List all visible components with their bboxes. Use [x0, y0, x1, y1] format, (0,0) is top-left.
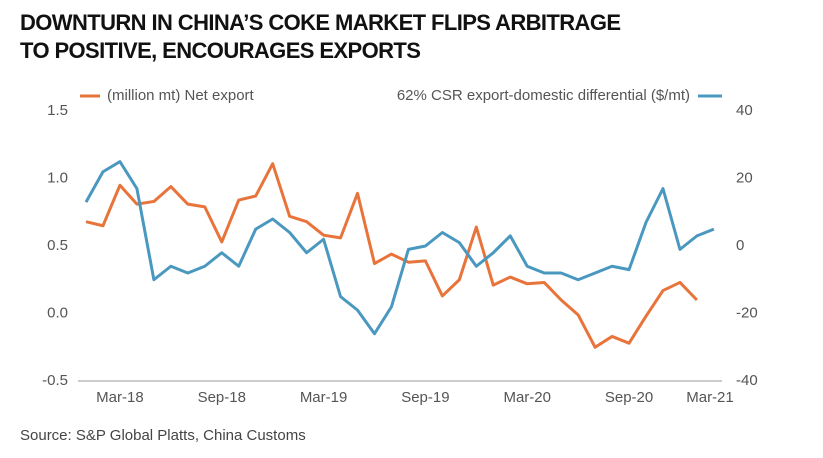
- chart-title: DOWNTURN IN CHINA’S COKE MARKET FLIPS AR…: [20, 10, 620, 35]
- y2-tick-label: -40: [736, 372, 758, 389]
- y-tick-label: 1.0: [47, 169, 68, 186]
- series-line: [84, 160, 715, 336]
- chart-title: TO POSITIVE, ENCOURAGES EXPORTS: [20, 38, 420, 63]
- legend-label: 62% CSR export-domestic differential ($/…: [397, 87, 690, 104]
- y2-tick-label: 40: [736, 102, 753, 119]
- y-tick-label: -0.5: [42, 372, 68, 389]
- y2-tick-label: -20: [736, 304, 758, 321]
- x-tick-label: Sep-20: [605, 389, 653, 406]
- x-tick-label: Mar-21: [686, 389, 734, 406]
- source: Source: S&P Global Platts, China Customs: [20, 427, 306, 444]
- y-tick-label: 0.5: [47, 237, 68, 254]
- x-tick-label: Mar-18: [96, 389, 144, 406]
- y-tick-label: 1.5: [47, 102, 68, 119]
- series-line: [85, 162, 698, 349]
- x-tick-label: Mar-20: [503, 389, 551, 406]
- x-tick-label: Sep-19: [401, 389, 449, 406]
- y2-tick-label: 0: [736, 237, 744, 254]
- y2-tick-label: 20: [736, 169, 753, 186]
- x-tick-label: Sep-18: [198, 389, 246, 406]
- legend-label: (million mt) Net export: [107, 87, 255, 104]
- x-tick-label: Mar-19: [300, 389, 348, 406]
- y-tick-label: 0.0: [47, 304, 68, 321]
